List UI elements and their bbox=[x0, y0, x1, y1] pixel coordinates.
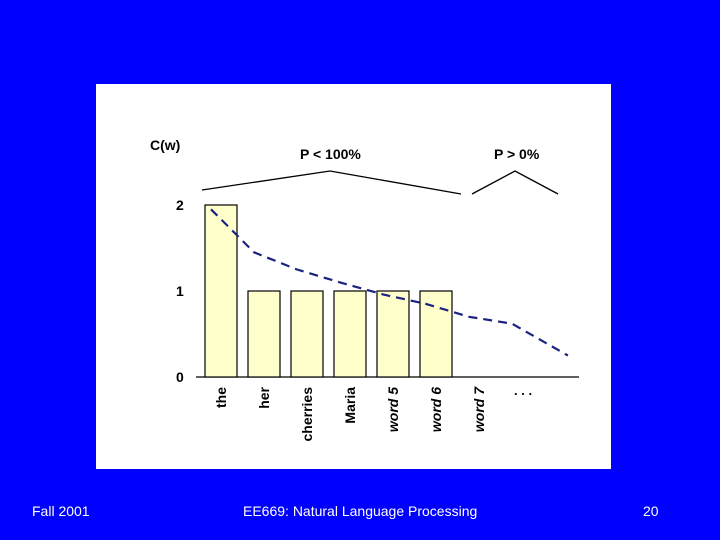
curve-layer bbox=[210, 208, 569, 357]
unseen-bracket bbox=[471, 170, 559, 195]
label-layer: 0 1 2 C(w) the her cherries Maria word 5 word 6 wo… bbox=[150, 137, 540, 441]
bar bbox=[247, 290, 281, 378]
y-tick-label: 2 bbox=[176, 197, 184, 213]
smoothed-curve bbox=[210, 208, 569, 357]
footer-date: Fall 2001 bbox=[32, 503, 90, 519]
category-label: . . . bbox=[514, 383, 532, 398]
category-label: the bbox=[213, 387, 229, 408]
bar bbox=[204, 204, 238, 378]
category-label: cherries bbox=[299, 387, 315, 442]
y-tick-label: 0 bbox=[176, 369, 184, 385]
bar-chart: 0 1 2 C(w) the her cherries Maria word 5 word 6 wo… bbox=[150, 137, 579, 441]
bars-layer bbox=[204, 204, 453, 378]
bracket-layer bbox=[201, 170, 559, 195]
category-label: word 6 bbox=[428, 387, 444, 432]
seen-bracket bbox=[201, 170, 462, 195]
category-label: word 5 bbox=[385, 387, 401, 432]
y-tick-label: 1 bbox=[176, 283, 184, 299]
bar bbox=[290, 290, 324, 378]
probability-annotation: P < 100% bbox=[300, 146, 361, 162]
bar bbox=[333, 290, 367, 378]
category-label: her bbox=[256, 386, 272, 408]
bar bbox=[376, 290, 410, 378]
y-axis-label: C(w) bbox=[150, 137, 180, 153]
footer-page-number: 20 bbox=[643, 503, 659, 519]
footer-course-title: EE669: Natural Language Processing bbox=[243, 503, 478, 519]
bar bbox=[419, 290, 453, 378]
figure-panel: 0 1 2 C(w) the her cherries Maria word 5 word 6 wo… bbox=[96, 84, 611, 469]
probability-annotation: P > 0% bbox=[494, 146, 540, 162]
category-label: Maria bbox=[342, 387, 358, 424]
category-label: word 7 bbox=[471, 386, 487, 432]
